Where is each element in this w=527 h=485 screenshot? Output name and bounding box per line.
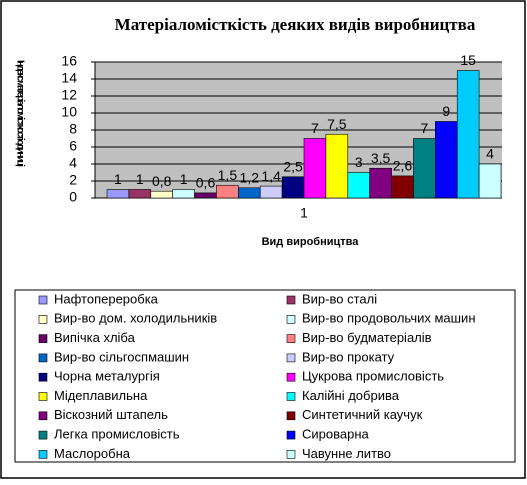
y-tick-label: 8 (69, 121, 77, 137)
legend-swatch (38, 295, 48, 305)
value-label: 1 (136, 171, 144, 187)
bar (259, 185, 283, 199)
legend-label: Нафтопереробка (54, 291, 159, 306)
bar (413, 138, 436, 199)
bar (303, 138, 327, 199)
value-label: 0,8 (152, 173, 172, 189)
legend-label: Вир-во сільгоспмашин (54, 349, 189, 364)
bar (369, 167, 392, 199)
value-label: 4 (486, 146, 494, 162)
bar (478, 163, 502, 199)
legend-label: Легка промисловість (54, 427, 180, 442)
legend-label: Маслоробна (54, 446, 131, 461)
legend-swatch (286, 430, 296, 440)
legend-swatch (38, 430, 48, 440)
legend-label: Випічка хліба (54, 330, 136, 345)
legend-swatch (286, 314, 296, 324)
legend-label: Вир-во будматеріалів (302, 330, 432, 345)
bar (128, 189, 152, 199)
legend-label: Віскозний штапель (54, 407, 168, 422)
legend-label: Синтетичний каучук (302, 407, 423, 422)
legend-label: Вир-во сталі (302, 291, 377, 306)
bar (194, 192, 217, 199)
legend-swatch (286, 411, 296, 421)
y-tick-label: 2 (69, 172, 77, 188)
chart-title: Матеріаломісткість деяких видів виробниц… (115, 15, 476, 34)
y-axis-label: Індекс матеріаломісткості одиниці (14, 60, 25, 167)
legend-swatch (38, 353, 48, 363)
legend-swatch (38, 392, 48, 401)
bar (435, 121, 458, 199)
bar (281, 176, 305, 199)
legend-label: Сироварна (302, 427, 370, 442)
bar (106, 189, 130, 199)
bar (325, 133, 349, 199)
legend-swatch (38, 334, 48, 343)
value-label: 1 (180, 171, 188, 187)
value-label: 7 (311, 120, 319, 136)
legend-swatch (286, 295, 296, 305)
legend-swatch (286, 392, 296, 401)
value-label: 1 (114, 171, 122, 187)
y-tick-label: 10 (61, 104, 77, 120)
legend-swatch (38, 372, 48, 382)
legend-swatch (286, 372, 296, 382)
legend-label: Вир-во продовольчих машин (302, 311, 476, 326)
y-tick-label: 6 (69, 138, 77, 154)
value-label: 1,4 (261, 168, 281, 184)
legend-swatch (38, 450, 48, 459)
legend-swatch (286, 334, 296, 343)
value-label: 1,5 (218, 167, 238, 183)
legend-label: Калійні добрива (302, 388, 400, 403)
legend-label: Чавунне литво (302, 446, 391, 461)
bar (391, 175, 414, 199)
legend-swatch (286, 450, 296, 459)
y-tick-label: 4 (69, 155, 77, 171)
y-tick-label: 14 (61, 70, 77, 86)
legend-label: Чорна металургія (54, 369, 160, 384)
value-label: 9 (442, 103, 450, 119)
legend-swatch (38, 411, 48, 421)
bar (238, 187, 261, 199)
legend-label: Мідеплавильна (54, 388, 148, 403)
value-label: 3 (355, 154, 363, 170)
bar (150, 190, 173, 199)
value-label: 2,5 (283, 158, 303, 174)
value-label: 7,5 (327, 116, 347, 132)
bar (456, 70, 480, 199)
value-label: 15 (460, 52, 476, 68)
bar (216, 184, 239, 199)
value-label: 1,2 (240, 170, 260, 186)
value-label: 0,6 (196, 175, 216, 191)
y-tick-label: 12 (61, 87, 77, 103)
legend-swatch (286, 353, 296, 363)
legend-label: Вир-во дом. холодильників (54, 311, 217, 326)
x-tick-label: 1 (300, 205, 308, 221)
bar (347, 172, 370, 199)
legend-swatch (38, 314, 48, 324)
legend-label: Цукрова промисловість (302, 369, 444, 384)
x-axis-label: Вид виробництва (262, 236, 360, 248)
legend-label: Вир-во прокату (302, 349, 395, 364)
bar (172, 189, 195, 199)
value-label: 2,6 (393, 158, 413, 174)
y-tick-label: 16 (61, 53, 77, 69)
y-tick-label: 0 (69, 189, 77, 205)
legend-box (14, 289, 516, 463)
value-label: 7 (420, 120, 428, 136)
value-label: 3,5 (371, 150, 391, 166)
